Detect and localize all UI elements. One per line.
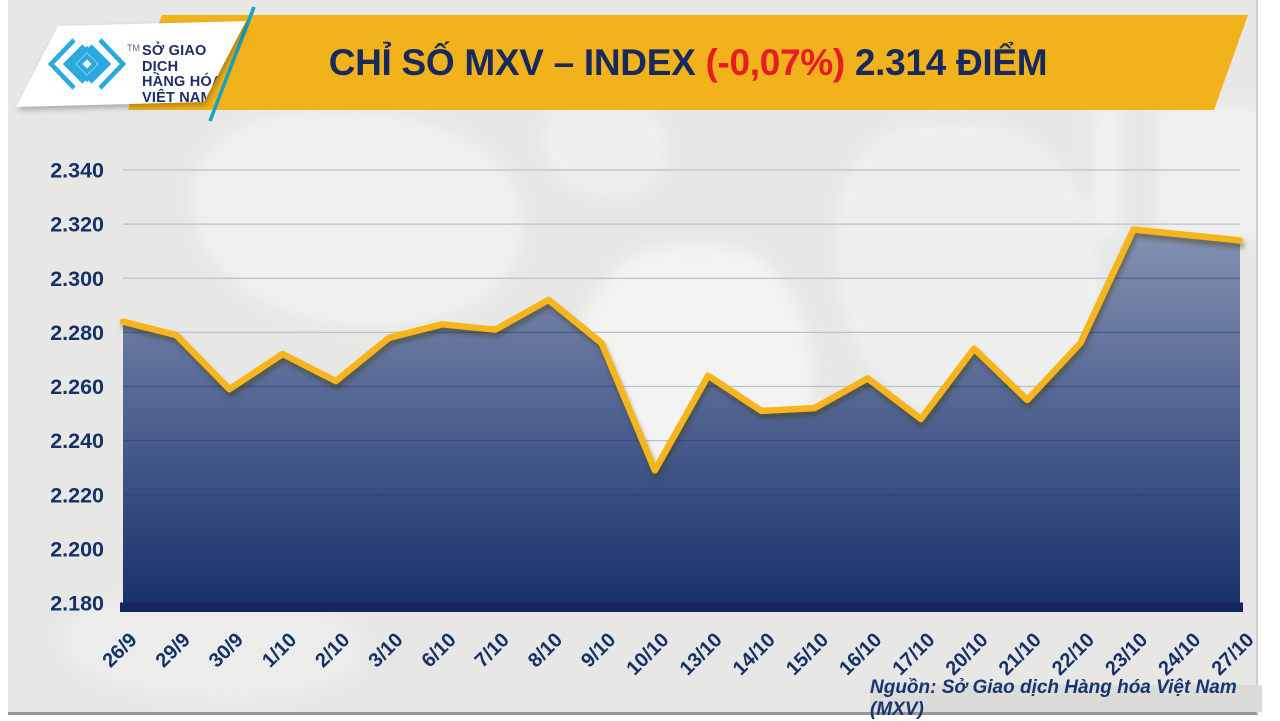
svg-text:13/10: 13/10 xyxy=(676,629,727,680)
logo-card: TM SỞ GIAO DỊCH HÀNG HÓA VIỆT NAM xyxy=(14,19,246,107)
svg-text:20/10: 20/10 xyxy=(942,629,993,680)
svg-text:26/9: 26/9 xyxy=(98,629,141,672)
page-title: CHỈ SỐ MXV – INDEX (-0,07%) 2.314 ĐIỂM xyxy=(329,42,1048,84)
svg-text:1/10: 1/10 xyxy=(258,629,301,672)
svg-text:27/10: 27/10 xyxy=(1208,629,1259,680)
svg-text:6/10: 6/10 xyxy=(418,629,461,672)
svg-text:2.220: 2.220 xyxy=(50,483,104,507)
title-points: 2.314 ĐIỂM xyxy=(844,41,1048,83)
svg-text:2.240: 2.240 xyxy=(50,429,104,453)
title-change-percent: (-0,07%) xyxy=(705,41,845,83)
logo-org-name: SỞ GIAO DỊCH HÀNG HÓA VIỆT NAM xyxy=(142,43,246,106)
svg-text:15/10: 15/10 xyxy=(782,629,833,680)
logo-org-line-2: HÀNG HÓA xyxy=(142,74,223,90)
svg-text:9/10: 9/10 xyxy=(577,629,620,672)
svg-text:2.340: 2.340 xyxy=(50,159,104,183)
svg-text:2.280: 2.280 xyxy=(50,321,104,345)
svg-text:2.300: 2.300 xyxy=(50,267,104,291)
svg-text:24/10: 24/10 xyxy=(1154,629,1205,680)
logo-org-line-3: VIỆT NAM xyxy=(142,89,213,106)
svg-text:30/9: 30/9 xyxy=(205,629,248,672)
logo-org-line-1: SỞ GIAO DỊCH xyxy=(142,43,207,75)
map-watermark-shape xyxy=(543,100,668,195)
map-watermark-shape xyxy=(193,112,523,327)
svg-text:3/10: 3/10 xyxy=(364,629,407,672)
svg-text:2.260: 2.260 xyxy=(50,375,104,399)
svg-text:7/10: 7/10 xyxy=(471,629,514,672)
svg-text:10/10: 10/10 xyxy=(622,629,673,680)
svg-text:21/10: 21/10 xyxy=(995,629,1046,680)
svg-text:17/10: 17/10 xyxy=(888,629,939,680)
svg-text:2.200: 2.200 xyxy=(50,537,104,561)
title-prefix: CHỈ SỐ MXV – INDEX xyxy=(328,41,706,83)
svg-text:23/10: 23/10 xyxy=(1101,629,1152,680)
source-bar: Nguồn: Sở Giao dịch Hàng hóa Việt Nam (M… xyxy=(870,677,1262,720)
svg-text:8/10: 8/10 xyxy=(524,629,567,672)
map-watermark-shape xyxy=(63,595,363,700)
trademark-symbol: TM xyxy=(127,43,140,53)
svg-text:22/10: 22/10 xyxy=(1048,629,1099,680)
svg-text:29/9: 29/9 xyxy=(152,629,195,672)
source-text: Nguồn: Sở Giao dịch Hàng hóa Việt Nam (M… xyxy=(870,676,1237,720)
accent-diagonal-line xyxy=(208,6,256,122)
svg-text:16/10: 16/10 xyxy=(835,629,886,680)
svg-text:2/10: 2/10 xyxy=(311,629,354,672)
title-banner: CHỈ SỐ MXV – INDEX (-0,07%) 2.314 ĐIỂM xyxy=(128,15,1248,110)
svg-text:2.320: 2.320 xyxy=(50,213,104,237)
map-watermark-shape xyxy=(1093,110,1121,238)
map-watermark-shape xyxy=(1156,106,1256,239)
mxv-logo-icon xyxy=(47,38,127,90)
svg-text:14/10: 14/10 xyxy=(729,629,780,680)
svg-text:2.180: 2.180 xyxy=(50,592,104,616)
